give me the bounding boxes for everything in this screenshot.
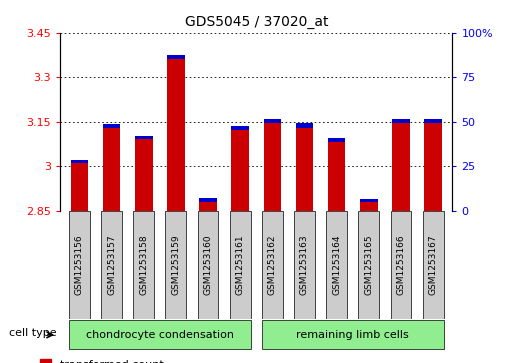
Bar	[167, 60, 185, 211]
Bar	[199, 198, 217, 202]
Bar	[69, 321, 251, 349]
Text: GSM1253161: GSM1253161	[236, 234, 245, 295]
Text: cell type: cell type	[9, 328, 57, 338]
Bar	[135, 139, 153, 211]
Bar	[295, 127, 313, 211]
Text: GSM1253164: GSM1253164	[332, 235, 341, 295]
Bar	[135, 136, 153, 139]
Bar	[264, 123, 281, 211]
Bar	[328, 138, 346, 142]
Bar	[230, 211, 251, 319]
Bar	[424, 119, 442, 123]
Bar	[262, 321, 444, 349]
Text: GSM1253160: GSM1253160	[203, 234, 212, 295]
Bar	[167, 54, 185, 60]
Text: remaining limb cells: remaining limb cells	[297, 330, 409, 340]
Bar	[264, 119, 281, 123]
Text: chondrocyte condensation: chondrocyte condensation	[86, 330, 234, 340]
Bar	[71, 160, 88, 163]
Bar	[198, 211, 219, 319]
Bar	[199, 202, 217, 211]
Text: GSM1253159: GSM1253159	[172, 234, 180, 295]
Bar	[231, 131, 249, 211]
Text: GSM1253157: GSM1253157	[107, 234, 116, 295]
Text: GSM1253166: GSM1253166	[396, 234, 405, 295]
Text: GSM1253158: GSM1253158	[139, 234, 148, 295]
Bar	[328, 142, 346, 211]
Bar	[294, 211, 315, 319]
Bar	[262, 211, 283, 319]
Text: GSM1253167: GSM1253167	[429, 234, 438, 295]
Bar	[392, 119, 410, 123]
Bar	[360, 202, 378, 211]
Text: GSM1253156: GSM1253156	[75, 234, 84, 295]
Bar	[424, 123, 442, 211]
Bar	[392, 123, 410, 211]
Bar	[423, 211, 444, 319]
Bar	[133, 211, 154, 319]
Legend: transformed count, percentile rank within the sample: transformed count, percentile rank withi…	[40, 359, 247, 363]
Bar	[69, 211, 90, 319]
Text: GSM1253165: GSM1253165	[365, 234, 373, 295]
Bar	[103, 124, 120, 127]
Bar	[295, 123, 313, 127]
Bar	[360, 199, 378, 202]
Text: GSM1253163: GSM1253163	[300, 234, 309, 295]
Bar	[231, 126, 249, 131]
Bar	[71, 163, 88, 211]
Bar	[391, 211, 412, 319]
Text: GSM1253162: GSM1253162	[268, 235, 277, 295]
Bar	[358, 211, 379, 319]
Title: GDS5045 / 37020_at: GDS5045 / 37020_at	[185, 15, 328, 29]
Bar	[165, 211, 186, 319]
Bar	[326, 211, 347, 319]
Bar	[103, 127, 120, 211]
Bar	[101, 211, 122, 319]
